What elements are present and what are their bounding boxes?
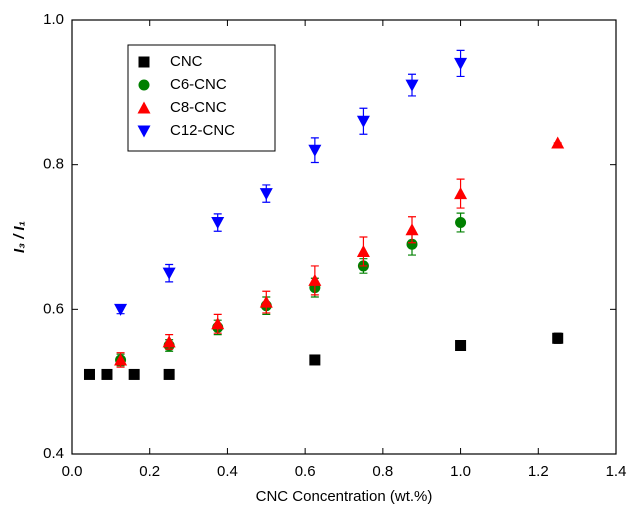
x-tick-label: 0.8 [372, 463, 393, 480]
data-point [405, 223, 419, 236]
y-tick-label: 0.8 [43, 156, 64, 173]
legend-label: C8-CNC [170, 99, 227, 116]
data-point [83, 368, 95, 380]
data-point [211, 217, 225, 230]
data-point [455, 217, 467, 229]
legend-box [127, 44, 276, 152]
x-axis-label: CNC Concentration (wt.%) [256, 488, 433, 505]
legend-label: C6-CNC [170, 76, 227, 93]
data-point [128, 368, 140, 380]
legend-label: C12-CNC [170, 122, 235, 139]
data-point [211, 317, 225, 330]
y-axis-label: I₃ / I₁ [11, 221, 28, 253]
data-point [259, 295, 273, 308]
data-point [454, 57, 468, 70]
legend-marker [137, 125, 151, 138]
x-tick-label: 0.6 [295, 463, 316, 480]
x-tick-label: 1.4 [606, 463, 627, 480]
data-point [454, 187, 468, 200]
data-point [162, 267, 176, 280]
data-point [356, 244, 370, 257]
data-point [101, 368, 113, 380]
data-point [551, 136, 565, 149]
legend-marker [138, 79, 150, 91]
y-tick-label: 0.6 [43, 300, 64, 317]
x-tick-label: 1.0 [450, 463, 471, 480]
data-point [259, 188, 273, 201]
x-tick-label: 1.2 [528, 463, 549, 480]
x-tick-label: 0.2 [139, 463, 160, 480]
legend-marker [137, 101, 151, 114]
legend-label: CNC [170, 53, 203, 70]
data-point [405, 79, 419, 92]
data-point [162, 335, 176, 348]
y-tick-label: 1.0 [43, 11, 64, 28]
data-point [406, 238, 418, 250]
data-point [114, 353, 128, 366]
data-point [455, 340, 467, 351]
data-point [356, 115, 370, 128]
data-point [309, 354, 321, 366]
data-point [163, 368, 175, 380]
data-point [114, 303, 128, 316]
data-point [308, 273, 322, 286]
data-point [308, 144, 322, 157]
data-point [552, 332, 564, 344]
x-tick-label: 0.4 [217, 463, 238, 480]
legend-marker [138, 56, 150, 68]
plot-frame [71, 19, 617, 455]
y-tick-label: 0.4 [43, 445, 64, 462]
x-tick-label: 0.0 [62, 463, 83, 480]
